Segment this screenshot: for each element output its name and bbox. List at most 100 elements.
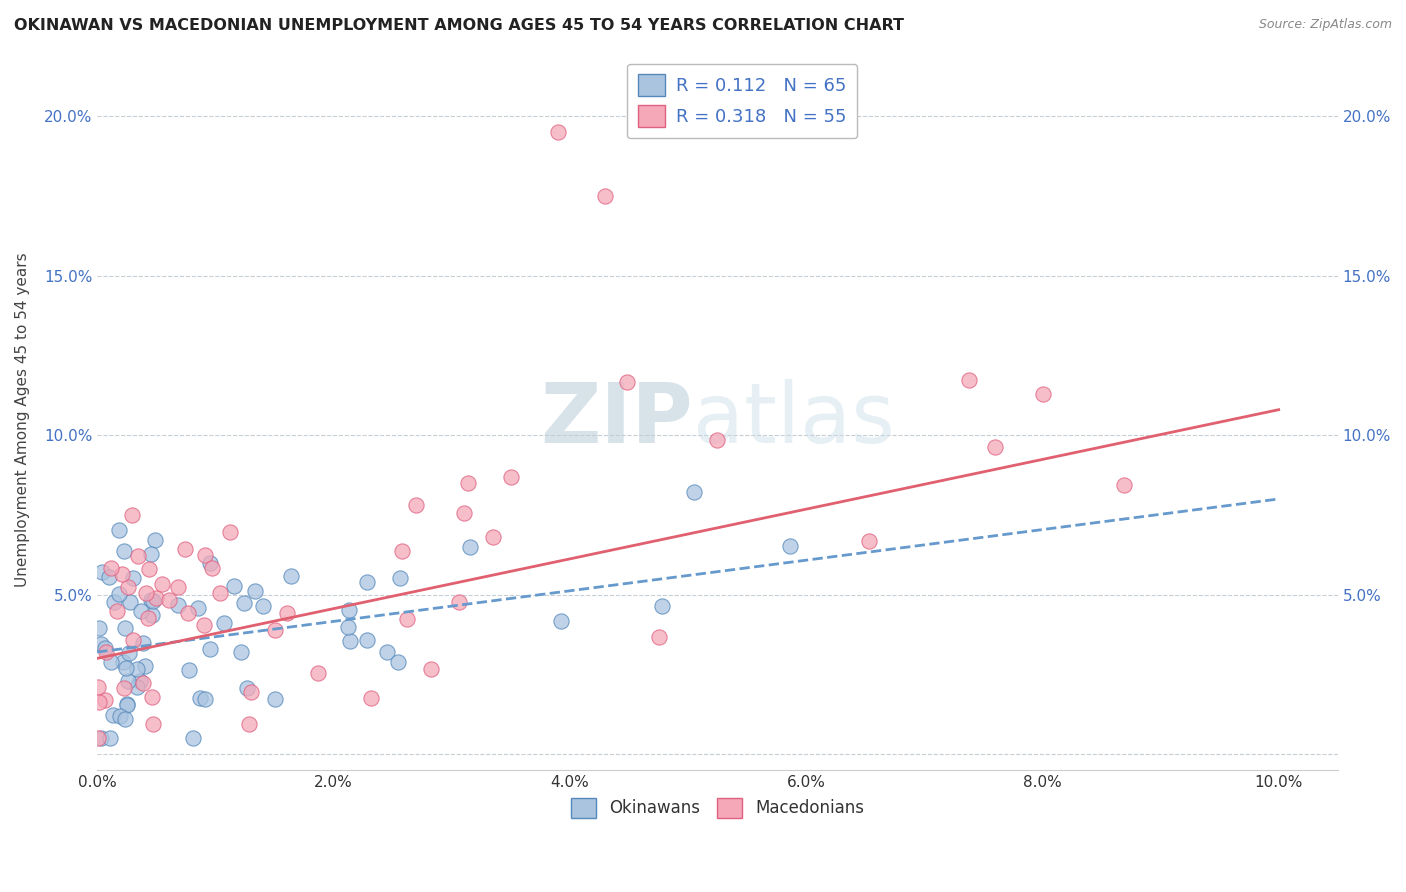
Point [90, 731, 112, 745]
Text: ZIP: ZIP [540, 379, 693, 459]
Point [984, 441, 1007, 455]
Point [420, 662, 443, 676]
Point [143, 533, 166, 547]
Point [1112, 478, 1135, 492]
Point [177, 663, 200, 677]
Point [395, 612, 418, 626]
Point [858, 533, 880, 548]
Point [134, 659, 156, 673]
Point [111, 566, 134, 581]
Point [501, 470, 523, 484]
Point [121, 508, 143, 523]
Point [112, 544, 135, 558]
Point [114, 712, 136, 726]
Point [593, 189, 616, 203]
Point [387, 655, 409, 669]
Point [307, 666, 329, 681]
Point [209, 586, 232, 600]
Y-axis label: Unemployment Among Ages 45 to 54 years: Unemployment Among Ages 45 to 54 years [15, 252, 30, 587]
Point [212, 616, 235, 631]
Point [187, 601, 209, 615]
Point [460, 541, 482, 555]
Point [115, 698, 138, 713]
Point [547, 125, 569, 139]
Point [252, 599, 274, 614]
Point [101, 708, 124, 723]
Point [264, 623, 287, 637]
Point [135, 586, 157, 600]
Point [194, 692, 217, 706]
Point [356, 633, 378, 648]
Point [193, 617, 215, 632]
Point [94, 641, 117, 656]
Point [141, 690, 163, 705]
Point [122, 632, 145, 647]
Point [389, 571, 412, 585]
Text: OKINAWAN VS MACEDONIAN UNEMPLOYMENT AMONG AGES 45 TO 54 YEARS CORRELATION CHART: OKINAWAN VS MACEDONIAN UNEMPLOYMENT AMON… [14, 18, 904, 33]
Point [139, 547, 162, 561]
Point [957, 373, 980, 387]
Point [142, 717, 165, 731]
Point [145, 591, 167, 605]
Point [482, 530, 505, 544]
Point [166, 580, 188, 594]
Point [194, 548, 217, 562]
Point [336, 620, 359, 634]
Text: atlas: atlas [693, 379, 894, 459]
Point [198, 556, 221, 570]
Point [87, 621, 110, 635]
Legend: Okinawans, Macedonians: Okinawans, Macedonians [564, 791, 870, 825]
Point [337, 603, 360, 617]
Point [200, 641, 222, 656]
Point [87, 731, 110, 745]
Point [245, 583, 267, 598]
Point [405, 498, 427, 512]
Point [648, 630, 671, 644]
Point [375, 645, 398, 659]
Point [263, 692, 285, 706]
Point [118, 595, 141, 609]
Point [449, 595, 471, 609]
Point [100, 656, 122, 670]
Point [457, 476, 479, 491]
Point [100, 561, 122, 575]
Point [112, 681, 135, 695]
Point [115, 661, 138, 675]
Point [188, 690, 211, 705]
Point [138, 562, 160, 576]
Point [391, 544, 413, 558]
Point [157, 593, 180, 607]
Point [280, 568, 302, 582]
Point [550, 615, 572, 629]
Point [121, 571, 143, 585]
Point [276, 606, 298, 620]
Point [360, 690, 382, 705]
Point [103, 594, 125, 608]
Point [1032, 386, 1054, 401]
Point [136, 611, 159, 625]
Point [108, 523, 131, 537]
Point [232, 596, 254, 610]
Point [616, 375, 638, 389]
Point [356, 574, 378, 589]
Point [117, 580, 139, 594]
Point [107, 587, 129, 601]
Point [87, 695, 110, 709]
Point [90, 637, 112, 651]
Point [98, 731, 121, 745]
Text: Source: ZipAtlas.com: Source: ZipAtlas.com [1258, 18, 1392, 31]
Point [128, 674, 150, 689]
Point [141, 608, 163, 623]
Point [779, 539, 801, 553]
Point [177, 606, 200, 620]
Point [112, 655, 135, 669]
Point [131, 676, 153, 690]
Point [118, 646, 141, 660]
Point [114, 620, 136, 634]
Point [201, 561, 224, 575]
Point [94, 645, 117, 659]
Point [236, 681, 259, 695]
Point [90, 565, 112, 579]
Point [131, 604, 153, 618]
Point [339, 634, 361, 648]
